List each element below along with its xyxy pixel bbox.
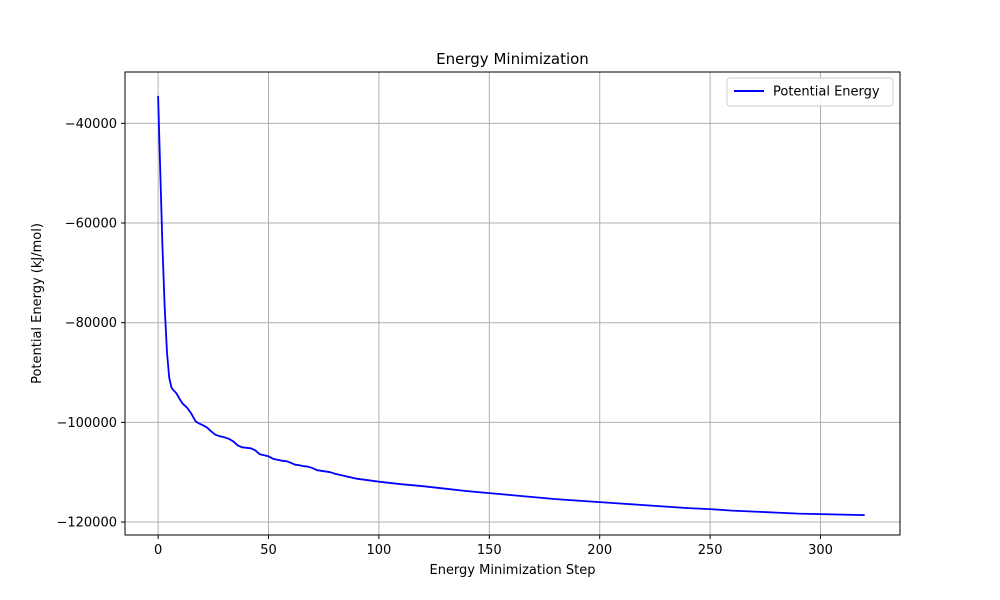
legend-box — [726, 77, 894, 107]
x-tick-label: 150 — [477, 543, 502, 558]
x-tick-label: 100 — [367, 543, 392, 558]
x-axis-label: Energy Minimization Step — [429, 563, 595, 578]
legend: Potential Energy — [726, 77, 894, 107]
y-tick-label: −100000 — [56, 416, 117, 431]
x-tick-label: 200 — [587, 543, 612, 558]
grid-lines — [125, 72, 900, 535]
x-tick-label: 250 — [698, 543, 723, 558]
potential-energy-line — [157, 95, 865, 516]
y-tick-label: −60000 — [65, 217, 117, 232]
axis-ticks: 0 50 100 150 200 250 300 −40000 −60000 −80000 −100… — [56, 117, 832, 558]
x-tick-label: 300 — [808, 543, 833, 558]
y-axis-label: Potential Energy (kJ/mol) — [30, 223, 45, 384]
y-tick-label: −120000 — [56, 516, 117, 531]
y-tick-label: −40000 — [65, 117, 117, 132]
plot-area-frame — [124, 71, 901, 536]
chart-title: Energy Minimization — [436, 50, 589, 68]
x-tick-label: 50 — [260, 543, 277, 558]
legend-label: Potential Energy — [773, 85, 880, 100]
y-tick-label: −80000 — [65, 316, 117, 331]
x-tick-label: 0 — [154, 543, 162, 558]
series-layer — [157, 95, 865, 516]
